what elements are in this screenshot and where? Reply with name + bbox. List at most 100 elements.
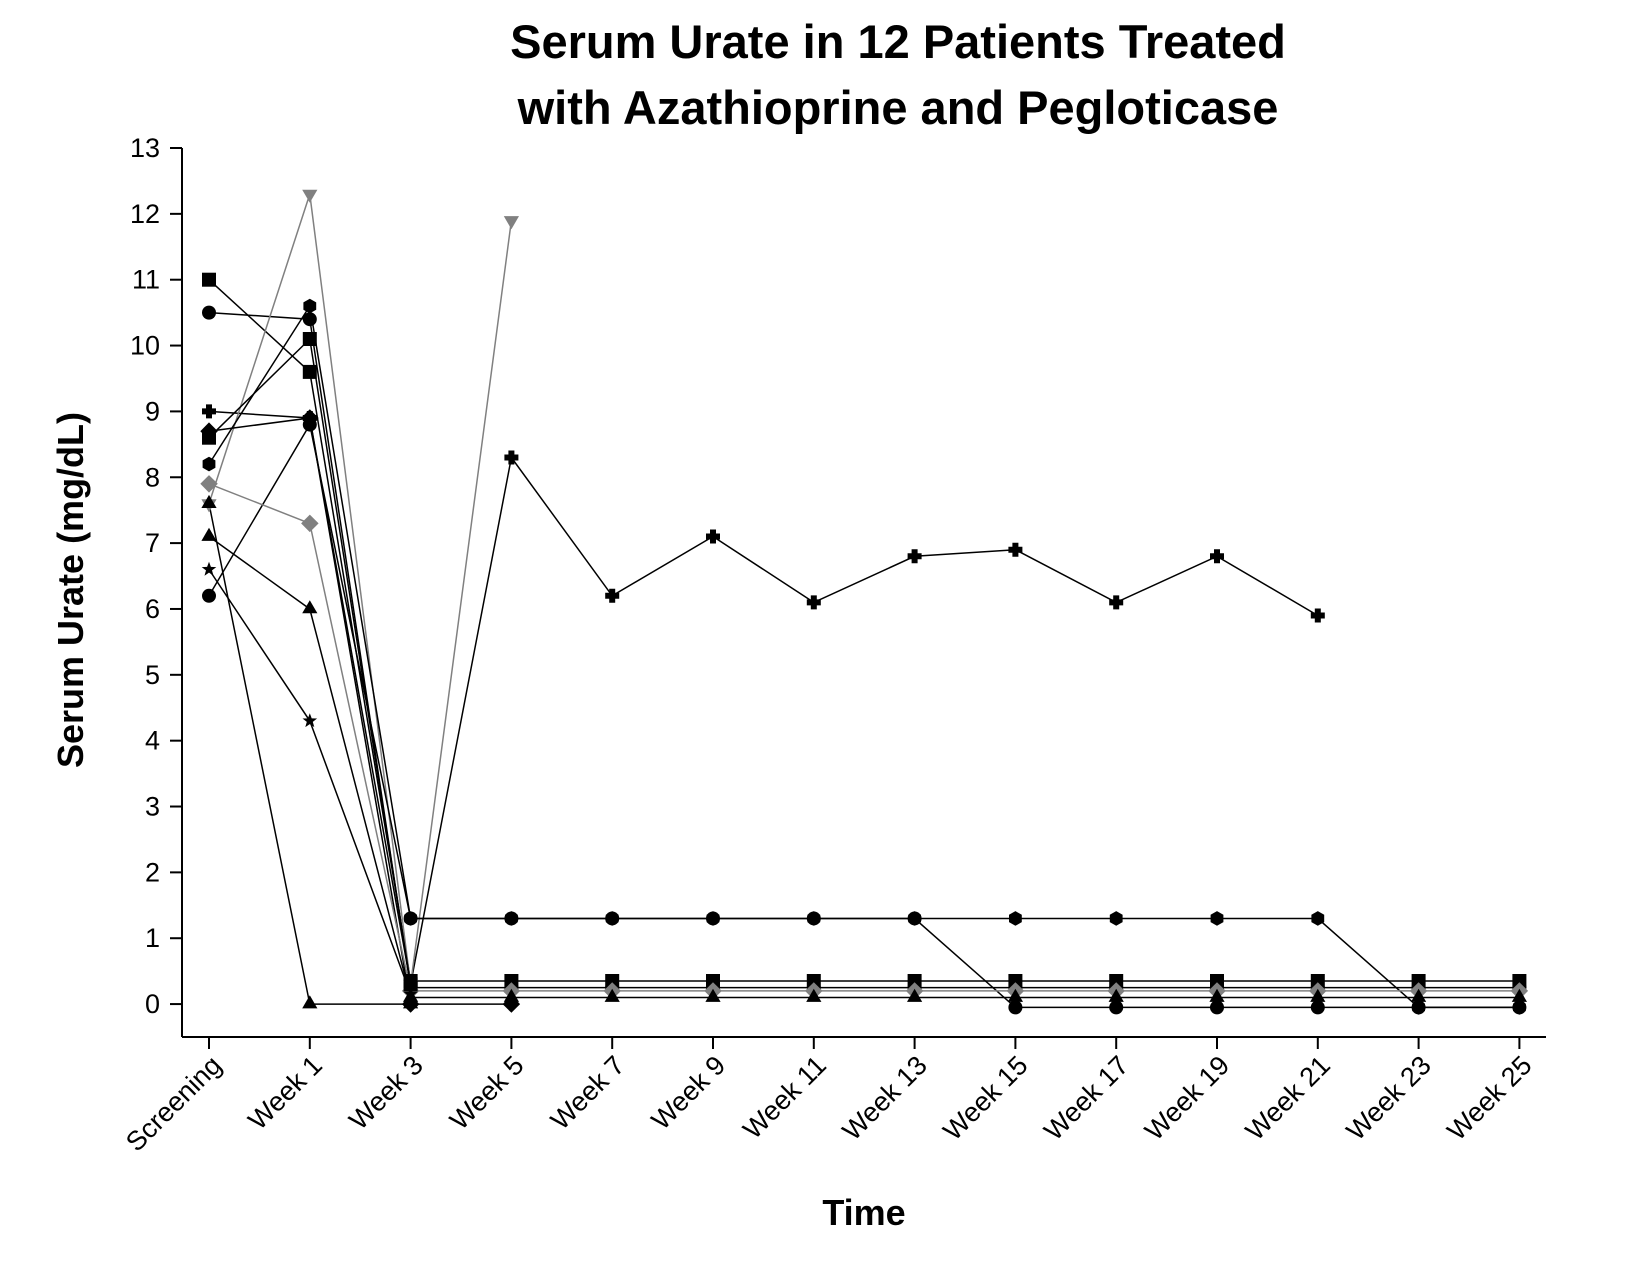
y-tick-label: 2: [145, 857, 160, 887]
marker: [302, 995, 318, 1009]
y-tick-label: 10: [130, 331, 160, 361]
marker: [301, 514, 319, 533]
x-tick-label: Week 17: [1038, 1050, 1134, 1146]
marker: [302, 713, 318, 728]
marker: [1109, 595, 1124, 610]
marker: [302, 600, 318, 614]
y-tick-label: 13: [130, 133, 160, 163]
y-tick-label: 7: [145, 528, 160, 558]
marker: [503, 216, 519, 230]
marker: [202, 272, 216, 287]
marker: [1511, 988, 1527, 1002]
marker: [201, 561, 217, 576]
marker: [1007, 988, 1023, 1002]
marker: [503, 988, 519, 1002]
marker: [403, 977, 418, 992]
marker: [201, 494, 217, 508]
x-tick-label: Week 13: [837, 1050, 933, 1146]
series-line: [208, 193, 513, 985]
marker: [806, 988, 822, 1002]
marker: [907, 988, 923, 1002]
series-line: [208, 311, 1520, 989]
series-line: [208, 303, 1520, 1009]
marker: [202, 305, 216, 320]
marker: [1008, 1000, 1023, 1015]
y-tick-label: 0: [145, 989, 160, 1019]
x-tick-label: Week 9: [646, 1050, 732, 1136]
series-line: [208, 535, 1520, 999]
marker: [1008, 542, 1023, 557]
marker: [1209, 988, 1225, 1002]
y-tick-label: 8: [145, 462, 160, 492]
marker: [202, 588, 216, 603]
y-tick-label: 11: [132, 265, 160, 295]
marker: [200, 475, 218, 493]
marker: [907, 549, 922, 564]
marker: [705, 988, 721, 1002]
marker: [706, 911, 720, 926]
marker: [605, 911, 619, 926]
marker: [302, 364, 317, 379]
x-tick-label: Week 7: [545, 1050, 631, 1136]
marker: [303, 298, 317, 314]
marker: [1109, 911, 1123, 926]
x-tick-label: Week 15: [937, 1050, 1033, 1146]
marker: [202, 456, 216, 472]
marker: [1513, 1000, 1526, 1015]
x-tick-label: Week 25: [1441, 1050, 1537, 1146]
marker: [1108, 988, 1124, 1002]
marker: [1310, 608, 1325, 623]
marker: [302, 189, 318, 203]
marker: [604, 988, 620, 1002]
y-tick-label: 1: [145, 923, 160, 953]
marker: [504, 450, 519, 465]
y-tick-label: 6: [145, 594, 160, 624]
marker: [1311, 911, 1325, 926]
marker: [404, 911, 417, 926]
marker: [302, 312, 317, 327]
marker: [1412, 1000, 1425, 1015]
marker: [706, 529, 720, 544]
x-tick-label: Week 11: [737, 1050, 832, 1145]
marker: [1210, 911, 1224, 926]
y-axis-label: Serum Urate (mg/dL): [50, 412, 91, 768]
x-tick-label: Screening: [120, 1050, 227, 1157]
series-line: [208, 279, 1520, 982]
marker: [1310, 1000, 1325, 1015]
x-tick-label: Week 23: [1341, 1050, 1437, 1146]
x-tick-label: Week 5: [444, 1050, 530, 1136]
series-line: [208, 569, 412, 995]
series-line: [208, 503, 411, 1005]
marker: [202, 404, 216, 419]
marker: [301, 409, 319, 427]
x-tick-label: Week 1: [242, 1050, 328, 1136]
chart-title: with Azathioprine and Pegloticase: [517, 81, 1279, 134]
x-axis-label: Time: [822, 1192, 905, 1233]
series-line: [208, 410, 1319, 985]
series-line: [208, 483, 1520, 992]
y-tick-label: 5: [145, 660, 160, 690]
y-tick-label: 9: [145, 396, 160, 426]
marker: [1210, 549, 1224, 564]
series-line: [208, 417, 512, 1005]
series-line: [208, 337, 412, 985]
marker: [1210, 1000, 1224, 1015]
marker: [302, 332, 317, 346]
marker: [605, 588, 620, 603]
marker: [1411, 988, 1427, 1002]
marker: [505, 911, 518, 926]
marker: [1109, 1000, 1124, 1015]
y-tick-label: 12: [130, 199, 160, 229]
x-tick-label: Week 19: [1139, 1050, 1235, 1146]
marker: [403, 995, 419, 1009]
y-tick-label: 3: [145, 792, 160, 822]
marker: [807, 911, 821, 926]
x-tick-label: Week 3: [343, 1050, 429, 1136]
marker: [403, 986, 418, 1001]
marker: [806, 595, 821, 610]
marker: [1009, 911, 1022, 926]
marker: [202, 430, 216, 445]
marker: [908, 911, 921, 926]
chart-title: Serum Urate in 12 Patients Treated: [510, 15, 1286, 68]
